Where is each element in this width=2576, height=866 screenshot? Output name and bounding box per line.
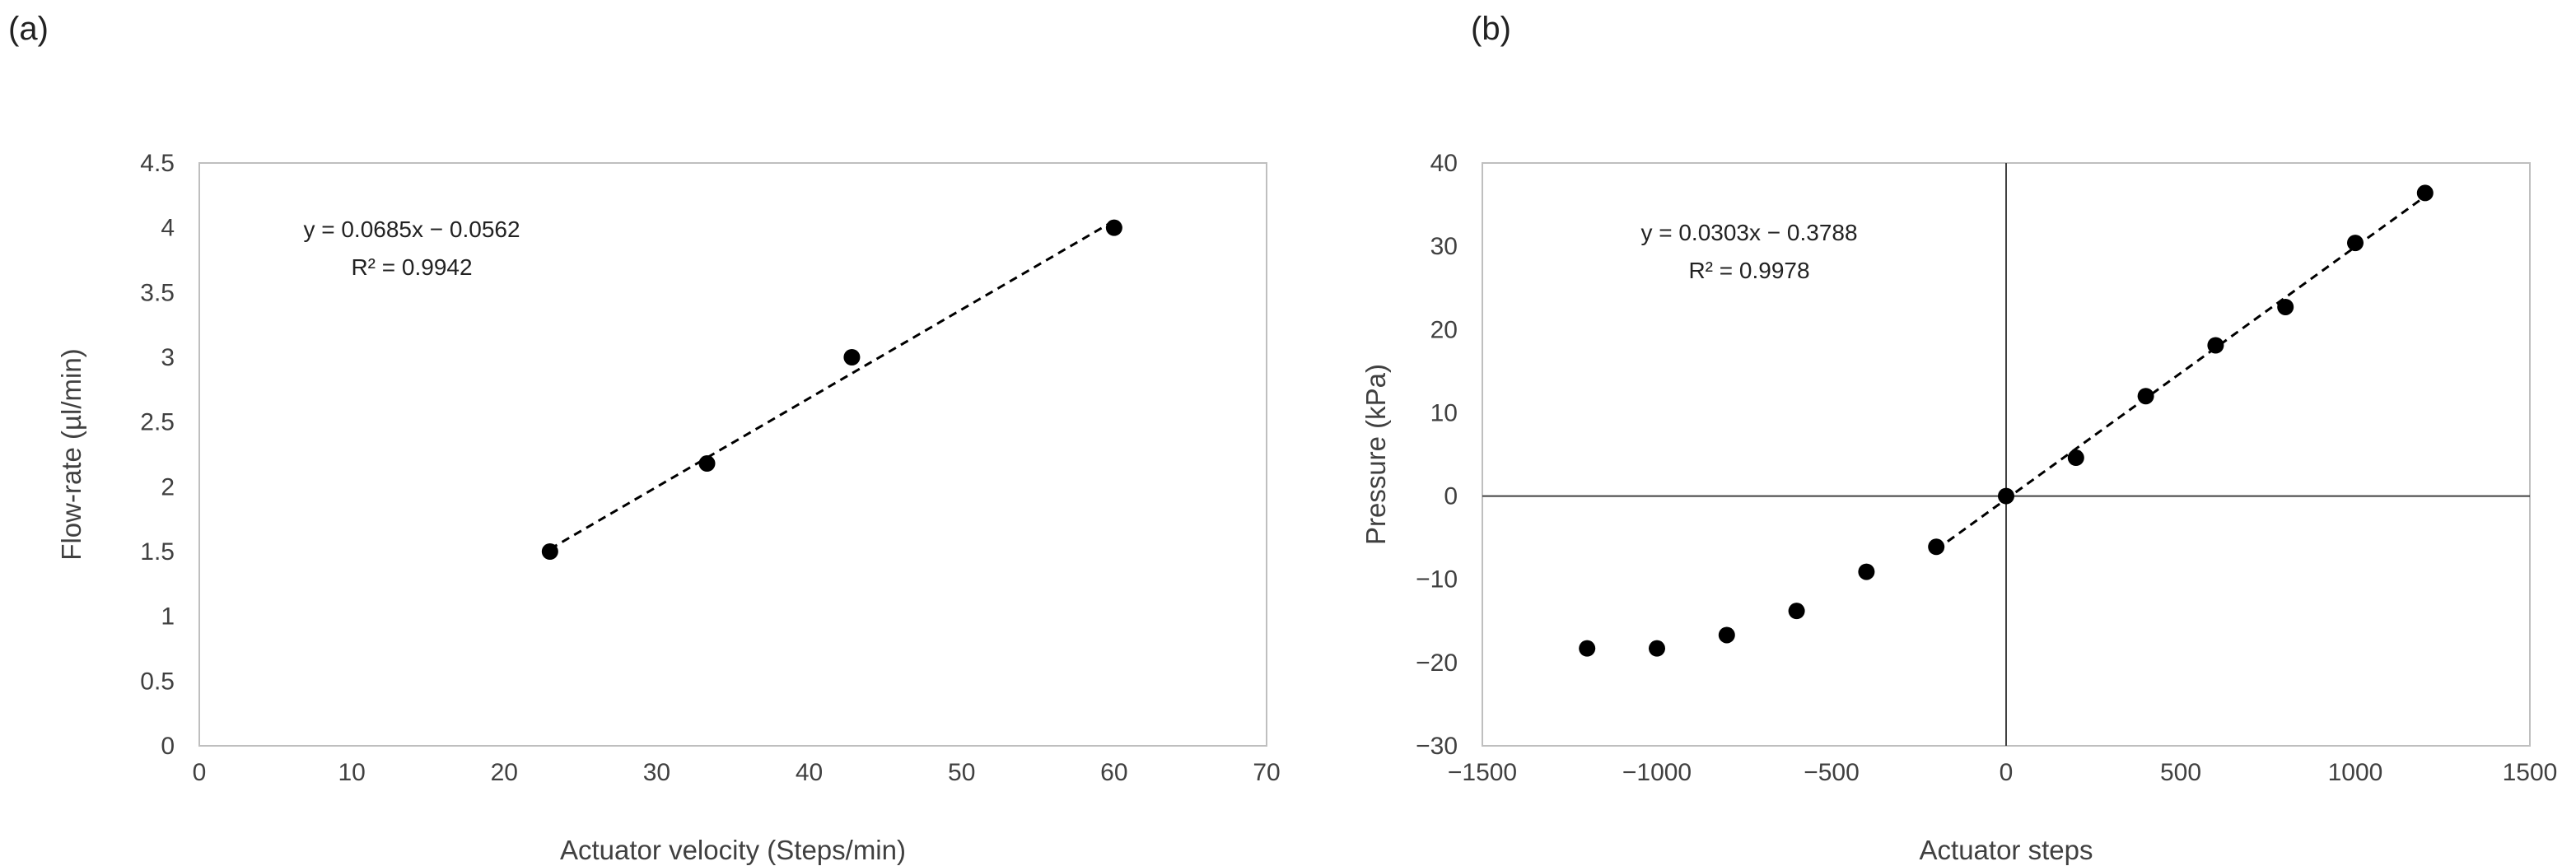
y-tick-label: −30 bbox=[1416, 733, 1458, 760]
x-tick-label: 500 bbox=[2160, 759, 2201, 786]
x-tick-label: 50 bbox=[948, 759, 975, 786]
y-tick-label: 0.5 bbox=[140, 668, 175, 695]
x-tick-label: 40 bbox=[796, 759, 823, 786]
zero-axis-lines-b bbox=[1482, 163, 2530, 746]
data-point bbox=[1105, 219, 1122, 236]
x-tick-labels-a: 0 10 20 30 40 50 60 70 bbox=[193, 759, 1281, 786]
trendline bbox=[1935, 195, 2426, 551]
data-point bbox=[843, 349, 861, 365]
trendline-r2-a: R² = 0.9942 bbox=[351, 254, 472, 280]
y-axis-title-a: Flow-rate (µl/min) bbox=[56, 348, 86, 560]
y-tick-label: −10 bbox=[1416, 566, 1458, 594]
data-point bbox=[1858, 563, 1875, 580]
data-point bbox=[2067, 449, 2084, 467]
data-point bbox=[2347, 235, 2364, 252]
y-tick-label: 3 bbox=[161, 344, 175, 371]
x-tick-label: 1500 bbox=[2503, 759, 2558, 786]
trendline bbox=[549, 219, 1115, 551]
panel-label-a: (a) bbox=[8, 11, 49, 47]
x-axis-title-a: Actuator velocity (Steps/min) bbox=[560, 835, 906, 865]
x-axis-title-b: Actuator steps bbox=[1920, 835, 2093, 865]
panel-label-b: (b) bbox=[1471, 11, 1511, 47]
trendline-r2-b: R² = 0.9978 bbox=[1688, 258, 1809, 283]
y-tick-label: 3.5 bbox=[140, 279, 175, 306]
y-tick-labels-b: −30 −20 −10 0 10 20 30 40 bbox=[1416, 150, 1458, 760]
chart-panel-a: (a) 0 10 20 30 40 50 60 70 0 0.5 1 1.5 2 2.5 3 3.5 4 4.5… bbox=[8, 11, 1281, 865]
data-point bbox=[1649, 640, 1665, 657]
data-point bbox=[2137, 388, 2154, 405]
data-point bbox=[1928, 538, 1945, 556]
y-tick-label: 1.5 bbox=[140, 538, 175, 566]
y-tick-label: 0 bbox=[1444, 483, 1458, 510]
data-point bbox=[2416, 184, 2434, 202]
data-point bbox=[2277, 298, 2294, 315]
plot-area-a bbox=[198, 162, 1267, 747]
x-tick-label: 30 bbox=[643, 759, 670, 786]
x-tick-labels-b: −1500 −1000 −500 0 500 1000 1500 bbox=[1448, 759, 2558, 786]
y-tick-label: 4.5 bbox=[140, 150, 175, 177]
data-point bbox=[541, 543, 558, 560]
data-point bbox=[1718, 626, 1735, 644]
x-tick-label: 10 bbox=[338, 759, 365, 786]
data-point bbox=[698, 455, 716, 473]
chart-panel-b: (b) −1500 −1000 −500 0 500 1000 1500 −30 −20 −10… bbox=[1360, 11, 2557, 865]
y-tick-label: 2.5 bbox=[140, 409, 175, 436]
y-tick-label: 2 bbox=[161, 473, 175, 501]
y-tick-label: 0 bbox=[161, 733, 175, 760]
y-tick-label: 30 bbox=[1430, 233, 1458, 260]
x-tick-label: 20 bbox=[491, 759, 518, 786]
x-tick-label: 0 bbox=[193, 759, 207, 786]
x-tick-label: −500 bbox=[1804, 759, 1860, 786]
trendline-equation-b: y = 0.0303x − 0.3788 bbox=[1640, 220, 1857, 245]
y-tick-label: 20 bbox=[1430, 316, 1458, 343]
y-axis-title-b: Pressure (kPa) bbox=[1360, 364, 1391, 545]
trendline-b bbox=[1935, 195, 2426, 551]
x-tick-label: −1000 bbox=[1622, 759, 1692, 786]
y-tick-label: 4 bbox=[161, 215, 175, 242]
y-tick-label: −20 bbox=[1416, 650, 1458, 677]
data-points-a bbox=[541, 219, 1122, 560]
x-tick-label: 60 bbox=[1100, 759, 1127, 786]
data-points-b bbox=[1579, 184, 2434, 657]
data-point bbox=[2207, 337, 2224, 354]
y-tick-labels-a: 0 0.5 1 1.5 2 2.5 3 3.5 4 4.5 bbox=[140, 150, 175, 760]
y-tick-label: 1 bbox=[161, 603, 175, 631]
data-point bbox=[1788, 603, 1805, 620]
trendline-a bbox=[549, 219, 1115, 551]
trendline-equation-a: y = 0.0685x − 0.0562 bbox=[303, 216, 520, 242]
data-point bbox=[1579, 640, 1596, 657]
x-tick-label: −1500 bbox=[1448, 759, 1517, 786]
data-point bbox=[1998, 487, 2014, 505]
x-tick-label: 70 bbox=[1253, 759, 1280, 786]
y-tick-label: 10 bbox=[1430, 399, 1458, 426]
x-tick-label: 0 bbox=[2000, 759, 2014, 786]
x-tick-label: 1000 bbox=[2328, 759, 2383, 786]
y-tick-label: 40 bbox=[1430, 150, 1458, 177]
